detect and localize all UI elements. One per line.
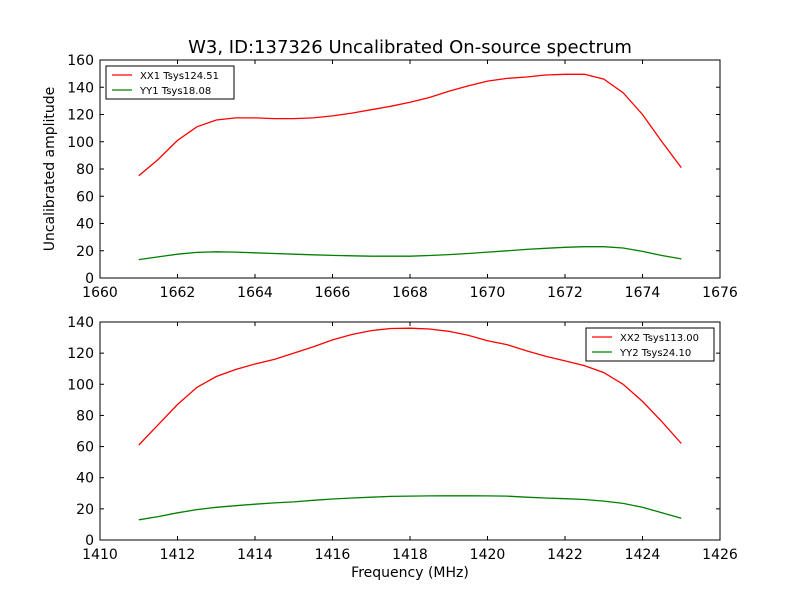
legend: XX2 Tsys113.00 YY2 Tsys24.10 (585, 327, 715, 362)
x-tick-label: 1670 (470, 285, 506, 301)
x-tick-label: 1672 (547, 285, 583, 301)
y-tick-label: 100 (67, 135, 94, 151)
y-axis-label: Uncalibrated amplitude (42, 87, 58, 252)
y-tick-label: 80 (76, 408, 94, 424)
y-tick-label: 160 (67, 53, 94, 69)
x-tick-label: 1666 (315, 285, 351, 301)
y-tick-label: 40 (76, 471, 94, 487)
y-tick-label: 20 (76, 502, 94, 518)
series-line-1 (138, 73, 682, 177)
x-tick-label: 1422 (547, 547, 583, 563)
x-tick-label: 1414 (237, 547, 273, 563)
y-tick-label: 0 (85, 271, 94, 287)
x-tick-label: 1664 (237, 285, 273, 301)
y-tick-label: 80 (76, 162, 94, 178)
legend: XX1 Tsys124.51 YY1 Tsys18.08 (105, 65, 235, 100)
x-tick-label: 1410 (82, 547, 118, 563)
y-tick-label: 0 (85, 533, 94, 549)
y-tick-label: 40 (76, 217, 94, 233)
y-tick-label: 120 (67, 346, 94, 362)
y-tick-label: 60 (76, 189, 94, 205)
legend-label: XX1 Tsys124.51 (140, 71, 219, 82)
x-tick-label: 1674 (625, 285, 661, 301)
y-tick-label: 140 (67, 315, 94, 331)
series-line-1 (138, 327, 682, 446)
x-tick-label: 1416 (315, 547, 351, 563)
x-axis-label: Frequency (MHz) (351, 565, 469, 581)
series-line-2 (138, 246, 682, 261)
plot-panel-2: 1410 1412 1414 1416 1418 1420 1422 1424 1426 0 20 4… (67, 315, 738, 581)
legend-label: YY2 Tsys24.10 (619, 348, 691, 359)
y-tick-label: 100 (67, 377, 94, 393)
x-tick-label: 1418 (392, 547, 428, 563)
x-tick-label: 1424 (625, 547, 661, 563)
y-tick-label: 20 (76, 244, 94, 260)
figure-title: W3, ID:137326 Uncalibrated On-source spe… (188, 37, 632, 58)
legend-box (105, 65, 235, 100)
series-line-2 (138, 495, 682, 521)
x-tick-label: 1676 (702, 285, 738, 301)
x-tick-label: 1668 (392, 285, 428, 301)
x-tick-label: 1660 (82, 285, 118, 301)
x-tick-label: 1662 (160, 285, 196, 301)
x-tick-label: 1412 (160, 547, 196, 563)
y-tick-label: 60 (76, 440, 94, 456)
y-tick-label: 120 (67, 108, 94, 124)
y-tick-label: 140 (67, 80, 94, 96)
legend-label: XX2 Tsys113.00 (620, 333, 699, 344)
legend-box (585, 327, 715, 362)
legend-label: YY1 Tsys18.08 (139, 86, 211, 97)
x-tick-label: 1420 (470, 547, 506, 563)
x-tick-label: 1426 (702, 547, 738, 563)
plot-panel-1: 1660 1662 1664 1666 1668 1670 1672 1674 1676 0 20 4… (42, 53, 738, 301)
